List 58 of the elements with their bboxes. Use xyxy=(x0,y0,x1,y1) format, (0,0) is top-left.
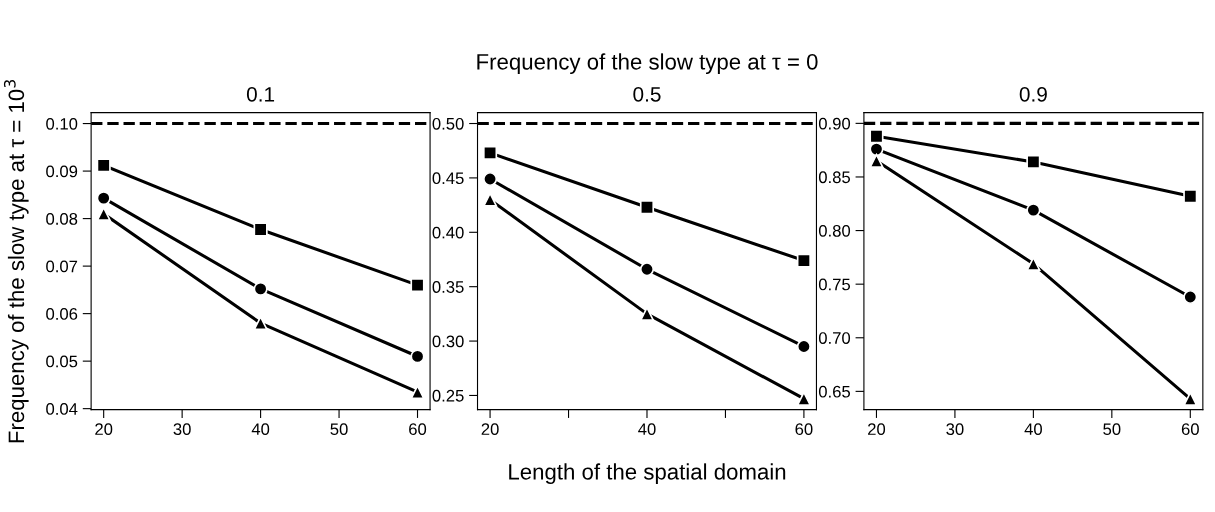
point xyxy=(869,142,884,157)
point xyxy=(96,191,111,206)
point xyxy=(869,153,884,168)
point xyxy=(639,262,655,277)
x-tick-label: 30 xyxy=(946,423,964,436)
text: Frequency of the slow type at τ = 0 xyxy=(477,53,818,75)
point xyxy=(253,222,268,237)
x-tick-label: 50 xyxy=(330,423,348,436)
x-tick-label: 40 xyxy=(251,423,270,436)
y-tick-label: 0.75 xyxy=(818,278,851,291)
x-tick-label: 60 xyxy=(409,423,427,436)
point xyxy=(482,145,498,160)
chart-title: 0.9 xyxy=(1019,86,1047,102)
x-axis-title: Length of the spatial domain xyxy=(509,463,786,485)
x-tick-label: 30 xyxy=(173,423,191,436)
y-tick-label: 0.40 xyxy=(432,226,464,239)
point xyxy=(796,339,811,354)
x-tick-label: 50 xyxy=(1103,423,1121,436)
point xyxy=(796,253,811,268)
point xyxy=(410,278,425,293)
y-tick-label: 0.70 xyxy=(818,332,851,344)
point xyxy=(410,349,425,364)
y-axis-title: Frequency of the slow type at τ = 10$^{3}$ xyxy=(3,79,29,443)
point xyxy=(639,200,655,215)
x-tick-label: 40 xyxy=(1024,423,1042,436)
x-tick-label: 60 xyxy=(1181,423,1199,436)
point xyxy=(1183,289,1198,305)
y-tick-label: 0.04 xyxy=(46,403,78,415)
y-tick-label: 0.25 xyxy=(432,389,464,402)
y-tick-label: 0.10 xyxy=(46,117,78,130)
point xyxy=(1026,203,1041,218)
point xyxy=(1026,154,1041,170)
point xyxy=(253,281,268,297)
y-tick-label: 0.65 xyxy=(818,385,851,398)
y-tick-label: 0.50 xyxy=(432,117,464,130)
point xyxy=(1183,189,1198,204)
y-tick-label: 0.05 xyxy=(46,355,78,368)
x-tick-label: 60 xyxy=(795,423,813,436)
y-tick-label: 0.80 xyxy=(818,224,851,237)
chart-title: 0.1 xyxy=(246,86,275,102)
point xyxy=(482,171,498,187)
y-tick-label: 0.90 xyxy=(818,117,851,130)
y-tick-label: 0.09 xyxy=(46,165,78,178)
y-tick-label: 0.07 xyxy=(46,260,78,273)
x-tick-label: 40 xyxy=(638,423,656,436)
y-tick-label: 0.06 xyxy=(46,308,78,320)
chart-title: 0.5 xyxy=(633,86,661,102)
y-tick-label: 0.08 xyxy=(46,213,78,225)
point xyxy=(253,316,268,331)
y-tick-label: 0.85 xyxy=(818,171,851,184)
point xyxy=(869,129,884,144)
x-tick-label: 20 xyxy=(868,423,886,436)
y-tick-label: 0.35 xyxy=(432,281,464,293)
y-tick-label: 0.30 xyxy=(432,335,464,348)
point xyxy=(96,158,111,173)
y-tick-label: 0.45 xyxy=(432,172,464,185)
x-tick-label: 20 xyxy=(95,423,113,436)
x-tick-label: 20 xyxy=(481,423,499,436)
